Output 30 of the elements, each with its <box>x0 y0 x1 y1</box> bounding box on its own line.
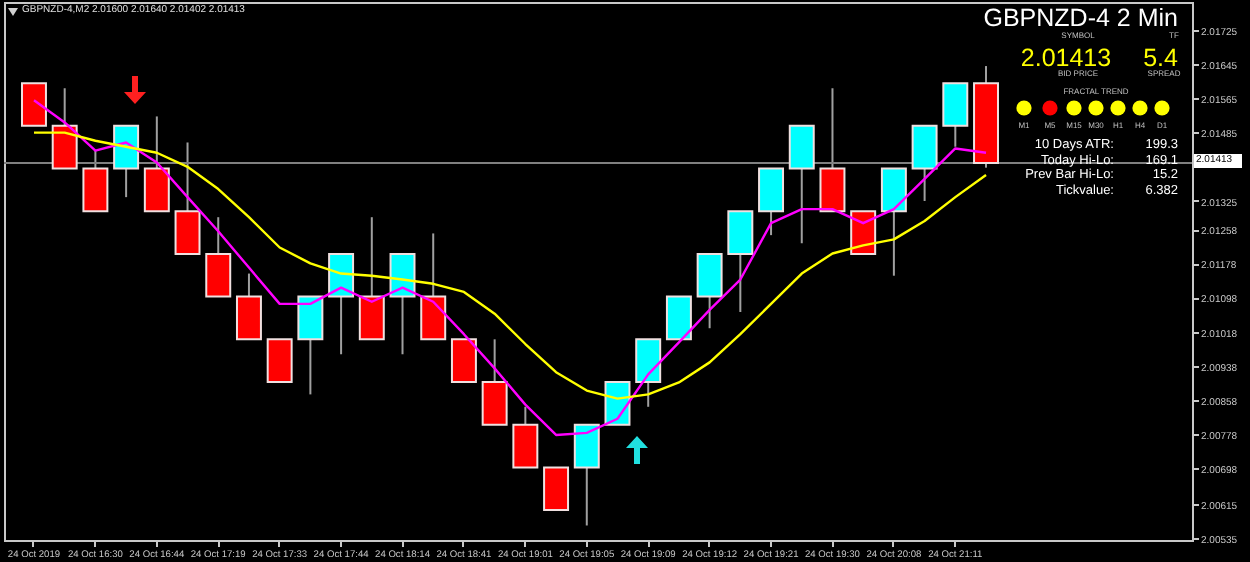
candlestick <box>297 295 324 396</box>
candlestick <box>727 210 754 313</box>
candlestick <box>911 124 938 202</box>
candlestick <box>543 466 570 512</box>
candlestick <box>113 124 140 199</box>
annotation: GBPNZD-4 2 Min <box>983 4 1178 32</box>
candlestick <box>21 82 47 127</box>
candlestick <box>512 405 539 469</box>
candlestick <box>788 124 815 245</box>
candlestick <box>942 82 969 148</box>
candlestick <box>635 338 662 408</box>
text: 5.4 <box>1143 44 1178 72</box>
candlestick <box>758 167 785 237</box>
candlestick <box>266 338 293 384</box>
candlestick <box>880 167 907 277</box>
candlestick <box>450 338 477 384</box>
candlestick <box>573 423 600 527</box>
candlestick <box>82 149 109 213</box>
candlestick <box>235 272 262 341</box>
candlestick <box>665 295 692 341</box>
candlestick <box>358 216 385 341</box>
candlestick <box>205 216 232 298</box>
candlestick <box>819 87 846 213</box>
candlestick <box>696 252 723 330</box>
candlestick <box>174 141 201 255</box>
candlestick <box>420 232 447 341</box>
candlestick <box>143 115 170 213</box>
text: 2.01413 <box>1020 44 1112 72</box>
candlestick <box>481 338 508 426</box>
candlestick <box>51 87 78 170</box>
